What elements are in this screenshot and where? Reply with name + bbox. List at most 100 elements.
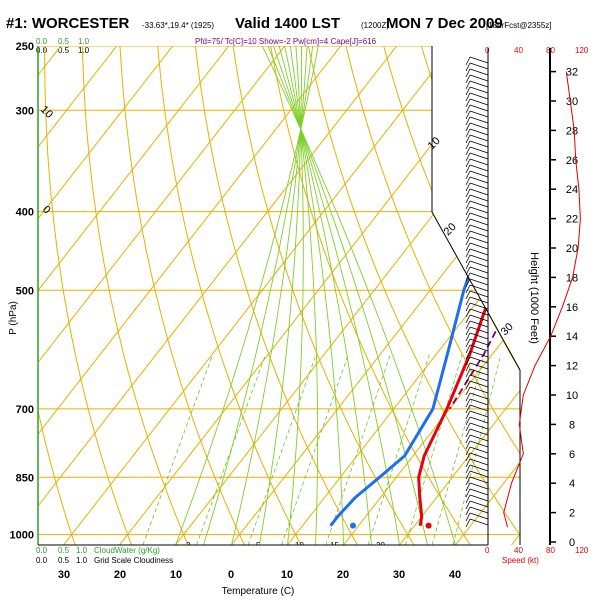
wind-barb [465,176,489,186]
wind-barb-shaft [469,392,489,400]
wind-barb-flag [465,80,471,90]
wind-barb [465,200,489,210]
wind-barb-flag [465,140,471,150]
wind-barb-flag [465,326,471,336]
wind-barb-flag [465,500,471,510]
wind-barb [465,278,489,288]
height-tick-label: 10 [566,390,578,402]
wind-barb-shaft [469,200,489,208]
height-tick-label: 6 [569,449,575,461]
mixing-ratio-line [452,354,502,545]
wind-barb-shaft [469,500,489,508]
wind-barb-flag [465,194,471,204]
wind-barb [465,86,489,96]
wind-barb-shaft [469,116,489,124]
wind-barb [465,92,489,102]
isotherm-line [38,46,230,545]
wind-barb-shaft [469,194,489,202]
wind-barb [465,68,489,78]
moist-adiabat [261,46,456,545]
wind-barb-flag [465,236,471,246]
wind-barb [465,386,489,396]
mixing-ratio-label: 5 [256,541,261,550]
wind-barb-shaft [469,272,489,280]
wind-barb-shaft [469,158,489,166]
wind-barb-shaft [469,332,489,340]
cloud-grid-tick: 1.0 [76,556,88,565]
model-time: (1200Z) [361,21,389,30]
wind-barb [465,452,489,462]
wind-barb-flag [465,482,471,492]
height-tick-label: 2 [569,508,575,520]
mixing-ratio-label: 15 [330,541,339,550]
wind-barb-shaft [469,290,489,298]
isotherm-line [38,46,174,545]
wind-barb-flag [465,368,471,378]
wind-barb [465,164,489,174]
wind-barb-flag [465,182,471,192]
wind-barb-flag [465,110,471,120]
height-tick-label: 24 [566,184,578,196]
wind-barb [465,344,489,354]
wind-barb-shaft [469,236,489,244]
wind-barb-flag [465,164,471,174]
wind-barb [465,188,489,198]
wind-barb-shaft [469,134,489,142]
wind-barb-shaft [469,494,489,502]
wind-barb-flag [465,470,471,480]
height-tick-label: 30 [566,96,578,108]
dry-adiabat [38,46,76,545]
isotherm-line [287,46,520,545]
wind-barb [465,404,489,414]
stability-indices: Pfd=75/ Tc[C]=10 Show=-2 Pw[cm]=4 Cape[J… [195,37,377,46]
station-coords: -33.63*,19.4* (1925) [142,21,214,30]
height-tick-label: 12 [566,361,578,373]
speed-tick: 120 [575,46,589,55]
wind-barb-flag [465,392,471,402]
wind-barb-flag [465,272,471,282]
wind-barb-shaft [469,260,489,268]
wind-barb [465,308,489,318]
dry-adiabat [345,46,520,545]
cloud-water-tick: 0.0 [36,546,48,555]
wind-barb-flag [465,248,471,258]
wind-barb [465,296,489,306]
wind-barb-flag [465,452,471,462]
dry-adiabat [44,46,132,545]
wind-barb-flag [465,440,471,450]
mixing-ratio-line [367,354,430,545]
mixing-ratio-line [196,354,266,545]
wind-barb-shaft [469,284,489,292]
right-frame-line [431,46,521,545]
wind-barb-shaft [469,362,489,370]
wind-barb-flag [465,422,471,432]
dry-adiabat [383,46,520,545]
series-temperature-line [417,46,520,526]
theta-label: 10 [38,104,55,121]
wind-barb-flag [465,458,471,468]
wind-barb-shaft [469,230,489,238]
wind-barb-shaft [469,122,489,130]
wind-barb [465,482,489,492]
height-tick-label: 32 [566,67,578,79]
temperature-tick-label: 10 [170,569,182,581]
wind-barb-shaft [469,368,489,376]
wind-barb [465,170,489,180]
temperature-tick-label: 30 [58,569,70,581]
cloud-water-label: CloudWater (g/Kg) [94,546,160,555]
height-tick-label: 16 [566,302,578,314]
wind-barb-flag [465,506,471,516]
wind-barb-shaft [469,296,489,304]
speed-tick: 80 [546,546,555,555]
wind-barb-shaft [469,506,489,514]
wind-barb [465,302,489,312]
wind-barb-flag [465,266,471,276]
wind-barb-flag [465,176,471,186]
wind-barb-shaft [469,338,489,346]
wind-barb-flag [465,116,471,126]
wind-barb [465,80,489,90]
mixing-ratio-line [247,354,317,545]
wind-barb [465,500,489,510]
wind-barb-flag [465,104,471,114]
